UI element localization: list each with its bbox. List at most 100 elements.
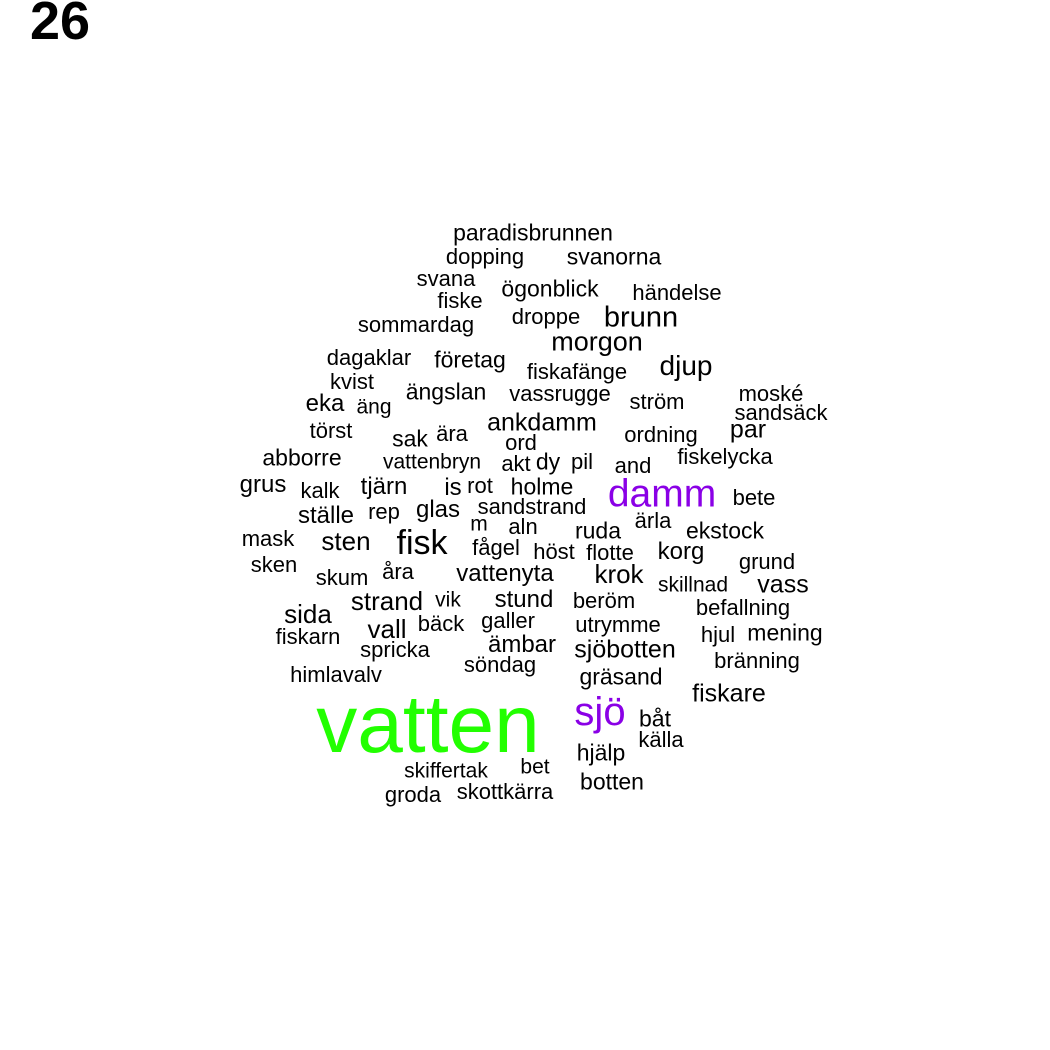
word-spricka: spricka — [360, 637, 430, 662]
word-dagaklar: dagaklar — [326, 345, 412, 370]
word-sommardag: sommardag — [357, 312, 475, 337]
word-vassrugge: vassrugge — [509, 381, 611, 406]
word-korg: korg — [657, 538, 705, 565]
word-par: par — [729, 415, 767, 444]
word-ang: äng — [356, 395, 392, 419]
word-droppe: droppe — [511, 304, 581, 329]
word-galler: galler — [481, 608, 535, 633]
word-vass: vass — [757, 570, 809, 599]
word-and: and — [614, 453, 652, 478]
word-befallning: befallning — [695, 595, 791, 620]
word-ara: åra — [382, 559, 414, 584]
word-hjalp: hjälp — [576, 739, 626, 766]
word-ara: ära — [436, 421, 468, 446]
word-svana: svana — [416, 266, 476, 291]
word-arla: ärla — [634, 508, 672, 533]
word-ord: ord — [505, 430, 537, 455]
word-sak: sak — [392, 425, 428, 452]
word-sjo: sjö — [574, 690, 626, 734]
word-host: höst — [533, 539, 575, 564]
word-kalk: kalk — [300, 478, 340, 503]
word-abborre: abborre — [262, 444, 342, 471]
word-vik: vik — [435, 588, 461, 612]
word-berom: beröm — [572, 588, 636, 613]
word-brunn: brunn — [603, 301, 679, 334]
word-grasand: gräsand — [579, 663, 663, 690]
word-paradisbrunnen: paradisbrunnen — [453, 219, 613, 246]
word-ambar: ämbar — [487, 631, 557, 658]
word-vattenyta: vattenyta — [456, 560, 554, 587]
word-sandsack: sandsäck — [734, 400, 828, 425]
word-dopping: dopping — [445, 244, 525, 269]
word-utrymme: utrymme — [575, 612, 661, 637]
word-fagel: fågel — [472, 535, 520, 560]
word-tjarn: tjärn — [360, 473, 408, 500]
word-fiskelycka: fiskelycka — [677, 444, 773, 469]
word-grund: grund — [738, 549, 796, 574]
word-vall: vall — [367, 614, 407, 644]
word-mask: mask — [241, 526, 295, 551]
word-aln: aln — [508, 514, 538, 539]
word-fisk: fisk — [396, 524, 448, 562]
word-rep: rep — [368, 499, 400, 524]
word-himlavalv: himlavalv — [290, 662, 382, 687]
word-skottkarra: skottkärra — [456, 779, 554, 804]
word-sken: sken — [250, 552, 298, 577]
word-bet: bet — [520, 755, 550, 779]
word-sondag: söndag — [463, 652, 537, 677]
word-sjobotten: sjöbotten — [574, 635, 676, 664]
word-sten: sten — [321, 526, 371, 556]
word-fiskafange: fiskafänge — [526, 359, 628, 384]
word-back: bäck — [417, 611, 465, 636]
word-torst: törst — [309, 418, 353, 443]
word-fiskarn: fiskarn — [275, 624, 341, 649]
word-fiske: fiske — [437, 288, 483, 313]
word-ordning: ordning — [624, 422, 698, 447]
word-flotte: flotte — [586, 540, 634, 565]
word-ogonblick: ögonblick — [501, 275, 599, 302]
word-grus: grus — [239, 471, 287, 498]
word-pil: pil — [570, 449, 594, 474]
word-skillnad: skillnad — [657, 573, 729, 597]
word-is: is — [444, 474, 462, 501]
word-strand: strand — [350, 586, 424, 616]
word-angslan: ängslan — [405, 378, 487, 405]
word-glas: glas — [415, 496, 461, 523]
page-number: 26 — [30, 0, 91, 51]
word-sandstrand: sandstrand — [477, 494, 587, 519]
word-stund: stund — [494, 586, 554, 613]
word-branning: bränning — [714, 648, 800, 673]
word-moske: moské — [738, 381, 804, 406]
word-foretag: företag — [434, 346, 506, 373]
word-dy: dy — [535, 448, 561, 475]
word-damm: damm — [607, 472, 717, 516]
word-akt: akt — [501, 451, 531, 476]
word-djup: djup — [659, 350, 713, 381]
word-m: m — [470, 512, 488, 536]
word-holme: holme — [510, 473, 574, 500]
word-vatten: vatten — [316, 679, 540, 770]
word-groda: groda — [384, 782, 442, 807]
word-hjul: hjul — [700, 622, 736, 647]
word-ankdamm: ankdamm — [487, 408, 597, 437]
word-handelse: händelse — [632, 280, 722, 305]
word-svanorna: svanorna — [566, 243, 662, 270]
word-sida: sida — [284, 599, 332, 629]
word-mening: mening — [747, 619, 823, 646]
word-kvist: kvist — [330, 369, 374, 394]
word-skiffertak: skiffertak — [404, 759, 488, 783]
word-bat: båt — [639, 705, 671, 732]
word-vattenbryn: vattenbryn — [382, 450, 482, 474]
word-bete: bete — [732, 485, 776, 510]
word-ruda: ruda — [574, 517, 622, 544]
word-morgon: morgon — [551, 326, 643, 357]
word-fiskare: fiskare — [692, 679, 766, 708]
word-ekstock: ekstock — [686, 517, 764, 544]
word-rot: rot — [467, 473, 493, 498]
word-strom: ström — [629, 389, 685, 414]
word-skum: skum — [315, 565, 369, 590]
word-krok: krok — [594, 559, 644, 589]
word-stalle: ställe — [297, 502, 355, 529]
word-kalla: källa — [638, 727, 684, 752]
